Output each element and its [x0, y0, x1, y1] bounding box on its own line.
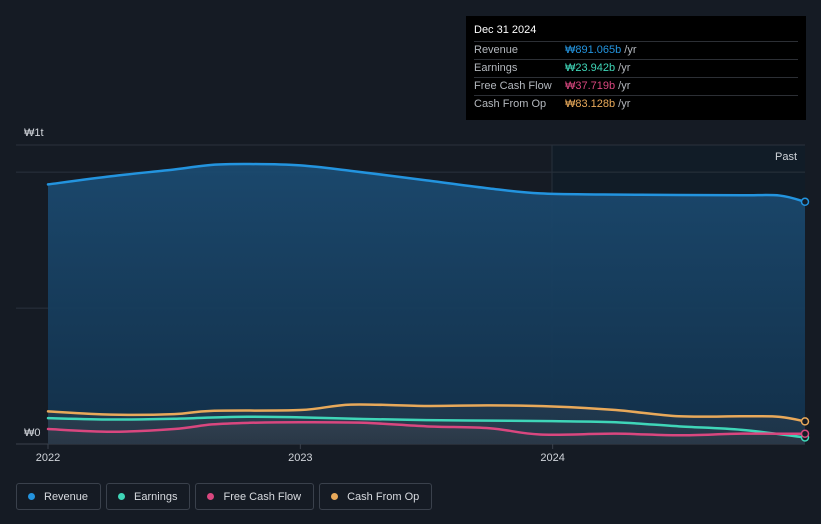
legend-item-cash-from-op[interactable]: Cash From Op — [319, 483, 433, 510]
legend-item-label: Earnings — [134, 490, 178, 503]
tooltip-row-unit: /yr — [618, 62, 631, 74]
revenue-area — [48, 163, 805, 445]
legend-dot-icon — [207, 493, 215, 500]
tooltip-row: Earnings ₩23.942b/yr — [474, 59, 798, 77]
earnings-line — [46, 415, 807, 439]
series-areas — [48, 163, 805, 445]
tooltip: Dec 31 2024 Revenue ₩891.065b/yr Earnings ₩… — [466, 16, 806, 120]
x-tick-label: 2024 — [540, 452, 564, 464]
legend-item-revenue[interactable]: Revenue — [16, 483, 102, 510]
tooltip-row-unit: /yr — [618, 80, 631, 92]
cash-from-op-end-point — [800, 417, 810, 426]
legend: Revenue Earnings Free Cash Flow Cash From O… — [16, 483, 433, 512]
tooltip-row-value: ₩23.942b — [565, 62, 616, 74]
past-label: Past — [775, 151, 797, 163]
cash-from-op-line — [46, 403, 807, 423]
x-tick-label: 2023 — [288, 452, 312, 464]
tooltip-row-unit: /yr — [618, 98, 631, 110]
tooltip-row-label: Cash From Op — [474, 98, 547, 110]
x-tick-label: 2022 — [36, 452, 60, 464]
tooltip-row-value: ₩37.719b — [565, 80, 616, 92]
tooltip-row-label: Free Cash Flow — [474, 80, 552, 92]
legend-dot-icon — [331, 493, 339, 500]
legend-item-label: Free Cash Flow — [223, 490, 302, 503]
legend-dot-icon — [28, 493, 35, 500]
tooltip-date: Dec 31 2024 — [474, 24, 537, 36]
legend-item-label: Revenue — [44, 490, 89, 503]
y-axis-bottom-label: ₩0 — [24, 427, 41, 439]
x-axis: 2022 2023 2024 — [36, 444, 565, 464]
free-cash-flow-line — [46, 420, 807, 437]
series-end-points — [800, 197, 810, 442]
tooltip-row: Free Cash Flow ₩37.719b/yr — [474, 77, 798, 95]
revenue-end-point — [800, 197, 810, 207]
legend-item-label: Cash From Op — [347, 490, 420, 503]
tooltip-row-unit: /yr — [624, 44, 637, 56]
legend-item-earnings[interactable]: Earnings — [106, 483, 191, 510]
tooltip-row-value: ₩891.065b — [565, 44, 622, 56]
revenue-line — [46, 162, 807, 204]
tooltip-row-label: Earnings — [474, 62, 518, 74]
legend-dot-icon — [118, 493, 126, 500]
tooltip-row-label: Revenue — [474, 44, 519, 56]
y-axis-top-label: ₩1t — [24, 127, 44, 139]
tooltip-row-value: ₩83.128b — [565, 98, 616, 110]
tooltip-row: Revenue ₩891.065b/yr — [474, 41, 798, 59]
free-cash-flow-end-point — [800, 429, 810, 438]
legend-item-free-cash-flow[interactable]: Free Cash Flow — [195, 483, 315, 510]
tooltip-row: Cash From Op ₩83.128b/yr — [474, 95, 798, 113]
series-lines — [46, 162, 807, 439]
